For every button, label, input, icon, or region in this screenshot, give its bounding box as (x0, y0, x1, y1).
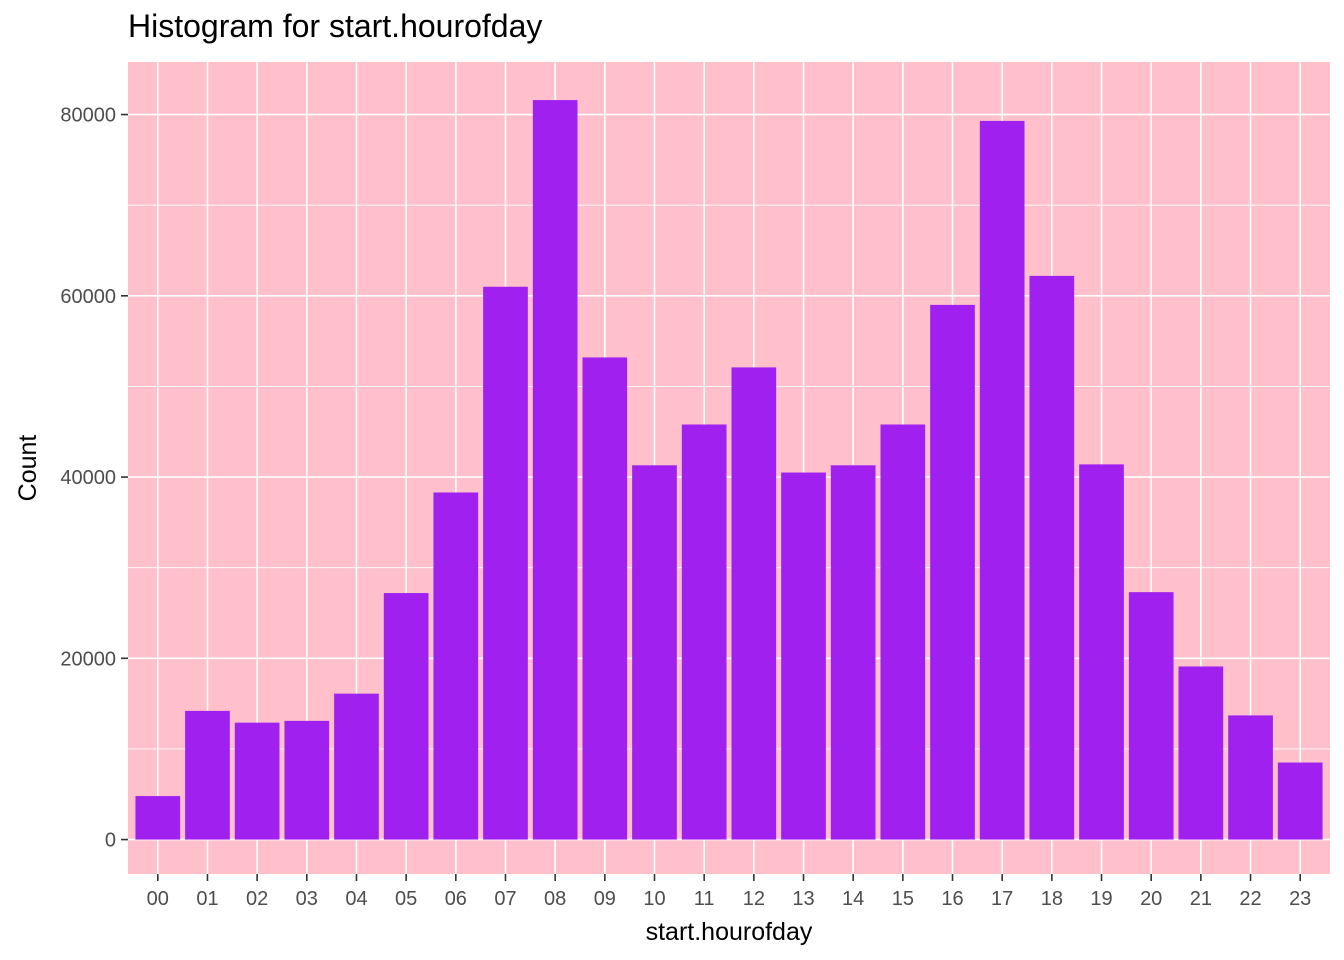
x-tick-label: 09 (594, 888, 616, 910)
bar-17 (979, 120, 1025, 840)
bar-13 (781, 472, 826, 840)
bar-08 (532, 100, 578, 840)
y-axis: 0 20000 40000 60000 80000 (60, 105, 128, 852)
bar-05 (383, 593, 429, 840)
y-tick-label: 0 (105, 830, 116, 852)
x-tick-label: 12 (743, 888, 765, 910)
x-tick-label: 15 (892, 888, 914, 910)
bar-12 (731, 367, 777, 840)
x-tick-label: 18 (1041, 888, 1063, 910)
x-tick-label: 14 (842, 888, 864, 910)
x-axis-title: start.hourofday (646, 918, 813, 946)
x-tick-label: 19 (1090, 888, 1112, 910)
x-tick-label: 10 (643, 888, 665, 910)
bar-03 (284, 720, 330, 840)
x-tick-label: 23 (1289, 888, 1311, 910)
y-axis-title: Count (14, 435, 42, 502)
x-tick-label: 21 (1190, 888, 1212, 910)
x-tick-label: 05 (395, 888, 417, 910)
bar-04 (334, 693, 379, 840)
x-tick-label: 13 (792, 888, 814, 910)
bar-16 (930, 304, 975, 840)
bar-21 (1178, 666, 1224, 840)
x-tick-label: 11 (694, 888, 715, 910)
x-tick-label: 04 (345, 888, 367, 910)
x-axis: 00 01 02 03 04 05 06 07 08 09 10 11 12 13 14 15 16 17 18 19… (147, 874, 1311, 910)
x-tick-label: 08 (544, 888, 566, 910)
x-tick-label: 20 (1140, 888, 1162, 910)
y-tick-label: 80000 (60, 105, 116, 127)
x-tick-label: 22 (1239, 888, 1261, 910)
bars (135, 100, 1323, 840)
x-tick-label: 03 (296, 888, 318, 910)
x-tick-label: 02 (246, 888, 268, 910)
chart-title: Histogram for start.hourofday (128, 8, 543, 44)
bar-20 (1128, 592, 1174, 840)
x-tick-label: 17 (991, 888, 1013, 910)
x-tick-label: 00 (147, 888, 169, 910)
bar-00 (135, 796, 181, 840)
bar-14 (830, 465, 876, 840)
bar-10 (632, 465, 677, 840)
x-tick-label: 01 (196, 888, 218, 910)
bar-02 (234, 722, 280, 840)
x-tick-label: 07 (494, 888, 516, 910)
bar-23 (1277, 762, 1323, 840)
bar-01 (185, 710, 230, 840)
bar-07 (483, 286, 528, 840)
bar-18 (1029, 275, 1075, 840)
bar-22 (1228, 715, 1273, 840)
y-tick-label: 20000 (60, 648, 116, 670)
bar-06 (433, 492, 479, 840)
bar-15 (880, 424, 926, 840)
x-tick-label: 16 (941, 888, 963, 910)
bar-11 (681, 424, 727, 840)
x-tick-label: 06 (445, 888, 467, 910)
y-tick-label: 60000 (60, 286, 116, 308)
y-tick-label: 40000 (60, 467, 116, 489)
bar-19 (1079, 464, 1124, 840)
bar-09 (582, 357, 628, 840)
